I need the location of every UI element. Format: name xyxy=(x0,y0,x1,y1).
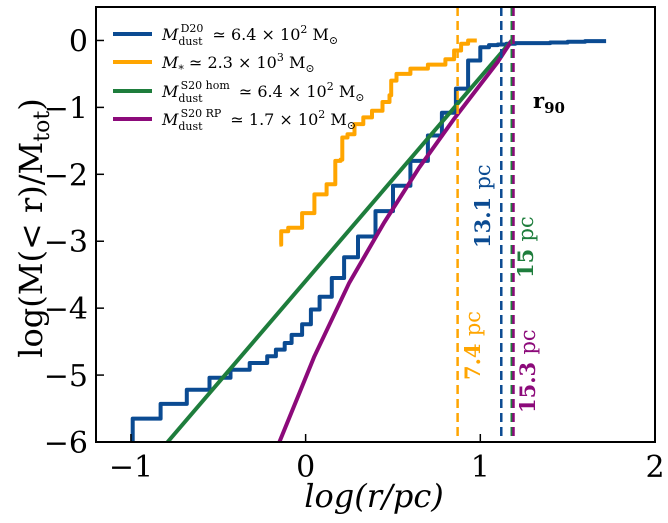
x-tick-label-2: 2 xyxy=(645,450,664,485)
series-line-4 xyxy=(277,39,514,442)
series-line-3 xyxy=(166,39,514,442)
series-line-2 xyxy=(279,38,477,247)
y-tick-label-1: −1 xyxy=(44,91,88,126)
x-tick-label-0: 0 xyxy=(296,450,315,485)
vline-label-15pc: 15 pc xyxy=(513,216,538,278)
y-tick-label-0: 0 xyxy=(69,24,88,59)
series-line-1 xyxy=(130,39,607,442)
legend-label-stars: M* ≃ 2.3 × 103 M⊙ xyxy=(161,51,315,76)
y-tick-label-6: −6 xyxy=(44,426,88,461)
lines-layer xyxy=(130,38,607,442)
vlines-layer xyxy=(456,7,515,442)
y-ticks: 0 −1 −2 −3 −4 −5 −6 xyxy=(44,24,104,461)
y-tick-label-3: −3 xyxy=(44,225,88,260)
vline-label-15-3pc: 15.3 pc xyxy=(515,329,540,413)
legend-label-d20: MdustD20 ≃ 6.4 × 102 M⊙ xyxy=(161,22,338,48)
y-axis-label: log(M(< r)/Mtot) xyxy=(12,98,55,357)
plot-frame xyxy=(95,6,656,443)
x-tick-label-1: −1 xyxy=(109,450,153,485)
legend: MdustD20 ≃ 6.4 × 102 M⊙ M* ≃ 2.3 × 103 M… xyxy=(113,22,364,133)
x-axis-label: log(r/pc) xyxy=(304,477,443,515)
legend-label-rp: MdustS20 RP ≃ 1.7 × 102 M⊙ xyxy=(161,107,356,133)
vline-label-13-1pc: 13.1 pc xyxy=(470,164,495,248)
y-tick-label-2: −2 xyxy=(44,158,88,193)
vline-label-7-4pc: 7.4 pc xyxy=(460,311,485,380)
y-tick-label-5: −5 xyxy=(44,359,88,394)
legend-label-hom: MdustS20 hom ≃ 6.4 × 102 M⊙ xyxy=(161,79,364,105)
r90-annotation: r90 xyxy=(533,88,565,117)
x-tick-label-1: 1 xyxy=(471,450,490,485)
x-ticks: −1 0 1 2 xyxy=(109,434,665,485)
y-tick-label-4: −4 xyxy=(44,292,88,327)
